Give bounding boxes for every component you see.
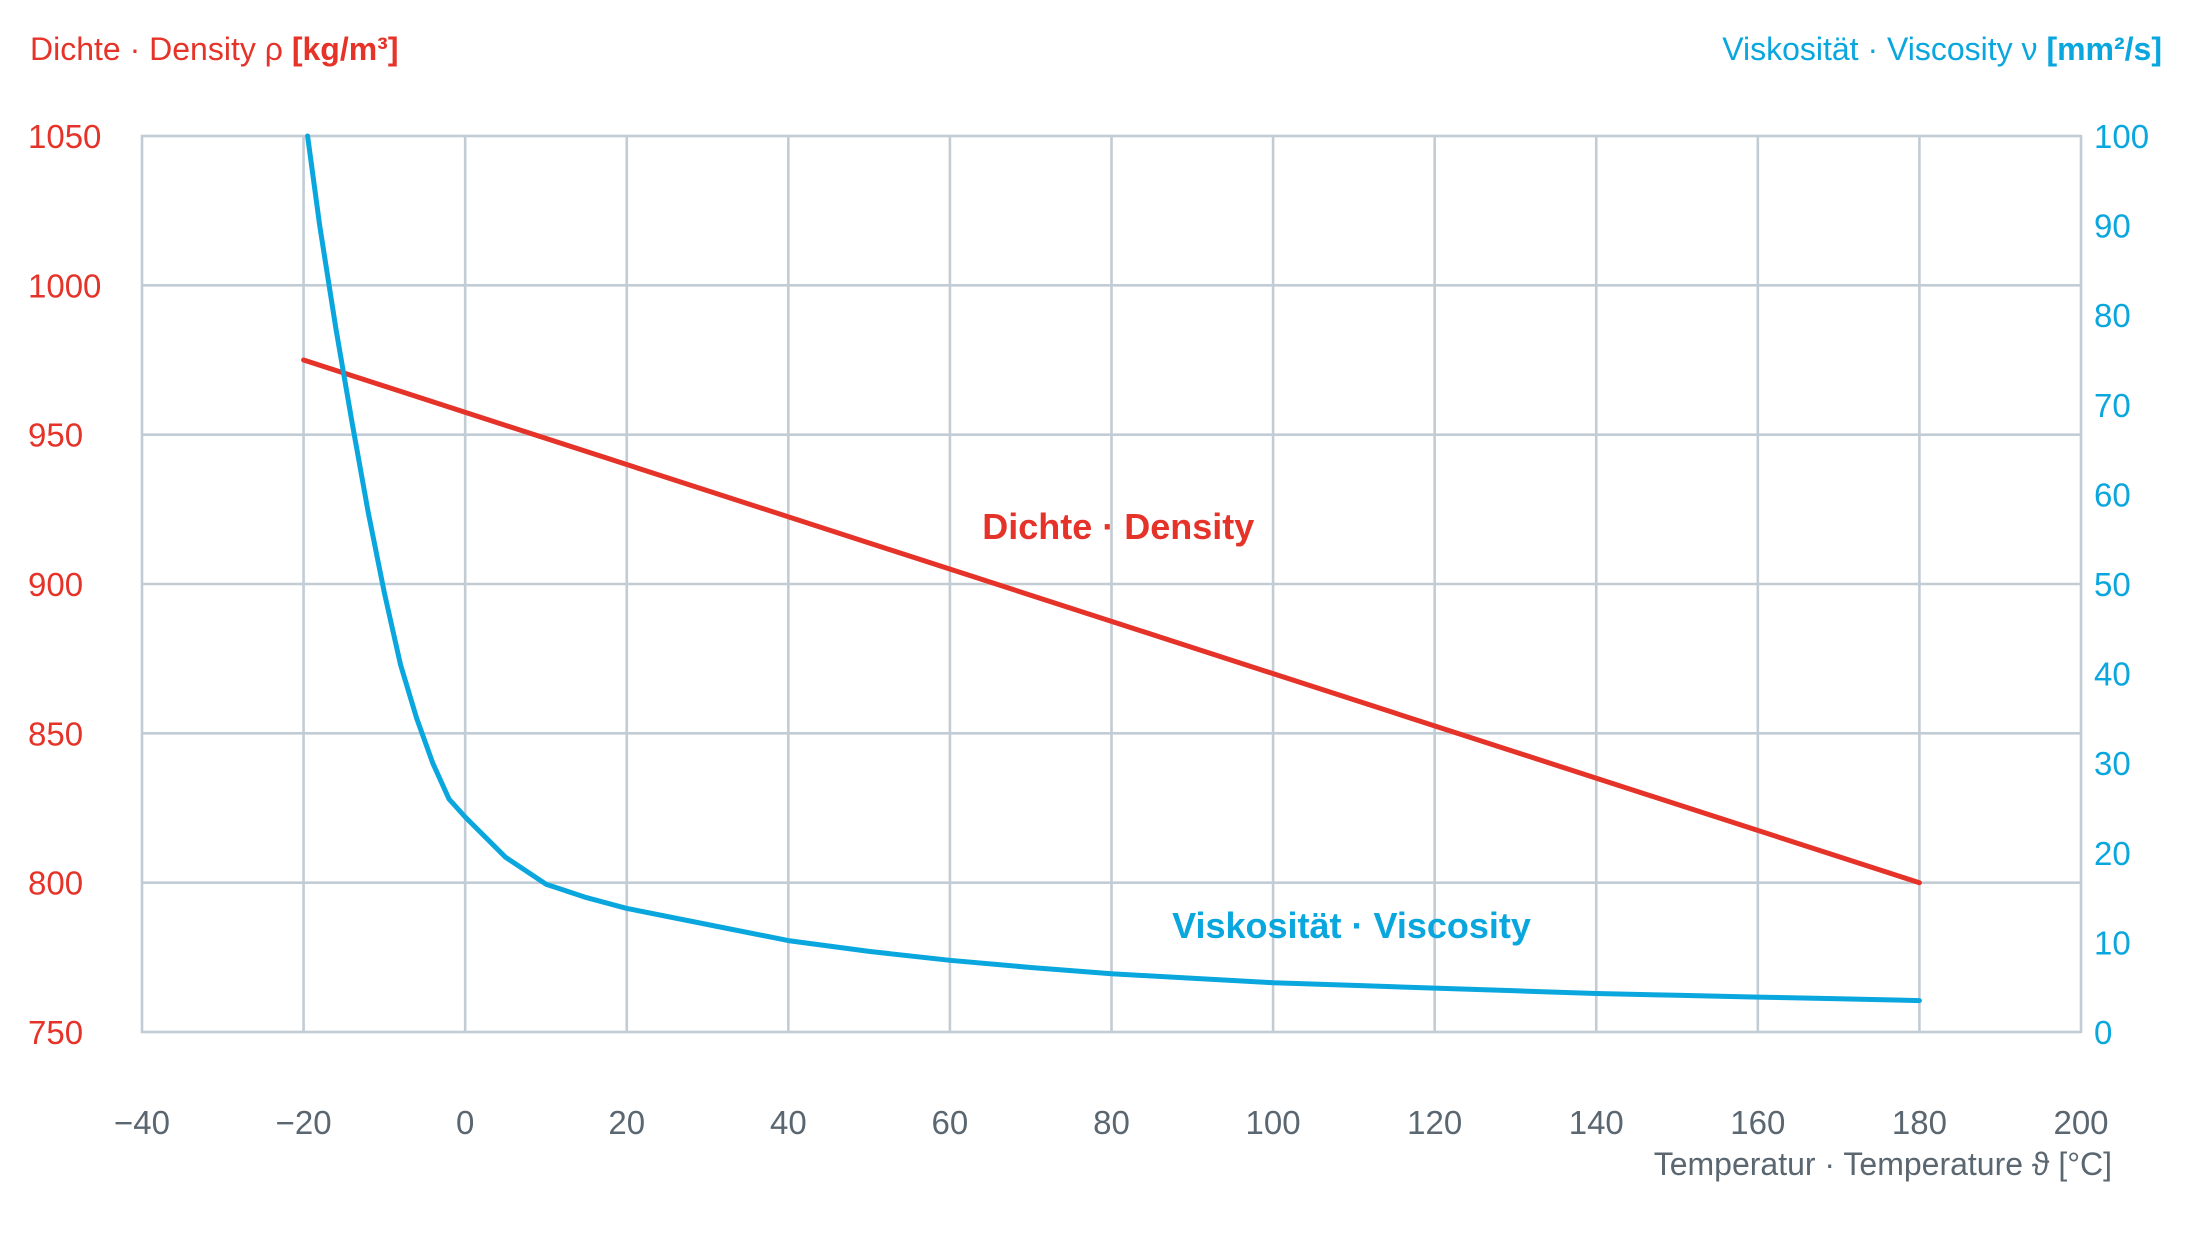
right-tick-label: 90 [2094, 208, 2131, 245]
bottom-tick-label: 200 [2053, 1104, 2108, 1141]
bottom-tick-label: 20 [608, 1104, 645, 1141]
left-axis-title-symbol: ρ [265, 31, 283, 67]
bottom-tick-label: −40 [114, 1104, 170, 1141]
right-tick-label: 40 [2094, 656, 2131, 693]
bottom-tick-label: 160 [1730, 1104, 1785, 1141]
left-tick-label: 1050 [28, 118, 101, 155]
right-tick-label: 80 [2094, 297, 2131, 334]
left-tick-label: 750 [28, 1014, 83, 1051]
right-tick-label: 20 [2094, 835, 2131, 872]
left-axis-title-text: Dichte · Density [30, 31, 265, 67]
bottom-axis-title: Temperatur · Temperature ϑ [°C] [1654, 1146, 2112, 1182]
right-tick-label: 70 [2094, 387, 2131, 424]
bottom-axis-title-text: Temperatur · Temperature [1654, 1146, 2032, 1182]
right-axis-title-text: Viskosität · Viscosity [1722, 31, 2021, 67]
left-axis-title-unit: [kg/m³] [292, 31, 399, 67]
left-tick-label: 900 [28, 566, 83, 603]
bottom-tick-label: 60 [932, 1104, 969, 1141]
left-axis-title: Dichte · Density ρ [kg/m³] [30, 31, 398, 67]
right-tick-label: 30 [2094, 745, 2131, 782]
bottom-tick-label: 80 [1093, 1104, 1130, 1141]
series-labels: Dichte · Density Viskosität · Viscosity [982, 506, 1531, 946]
density-series-label: Dichte · Density [982, 506, 1254, 547]
right-tick-label: 0 [2094, 1014, 2112, 1051]
right-axis-title-symbol: ν [2022, 31, 2038, 67]
right-axis-title-unit: [mm²/s] [2046, 31, 2162, 67]
bottom-tick-label: 40 [770, 1104, 807, 1141]
left-tick-label: 1000 [28, 267, 101, 304]
left-tick-label: 950 [28, 417, 83, 454]
data-series [301, 133, 1922, 1004]
right-tick-label: 100 [2094, 118, 2149, 155]
tick-labels: 7508008509009501000105001020304050607080… [28, 118, 2149, 1141]
bottom-tick-label: 0 [456, 1104, 474, 1141]
bottom-tick-label: 180 [1892, 1104, 1947, 1141]
viscosity-series-label: Viskosität · Viscosity [1172, 905, 1531, 946]
bottom-axis-title-unit: [°C] [2058, 1146, 2112, 1182]
bottom-tick-label: 140 [1569, 1104, 1624, 1141]
right-axis-title: Viskosität · Viscosity ν [mm²/s] [1722, 31, 2162, 67]
right-tick-label: 60 [2094, 476, 2131, 513]
bottom-axis-title-symbol: ϑ [2032, 1146, 2050, 1182]
right-tick-label: 10 [2094, 924, 2131, 961]
grid-lines [140, 134, 2083, 1034]
viscosity-line [305, 133, 1922, 1004]
bottom-tick-label: −20 [276, 1104, 332, 1141]
density-line [301, 357, 1922, 886]
bottom-tick-label: 100 [1246, 1104, 1301, 1141]
left-tick-label: 800 [28, 865, 83, 902]
left-tick-label: 850 [28, 715, 83, 752]
right-tick-label: 50 [2094, 566, 2131, 603]
bottom-tick-label: 120 [1407, 1104, 1462, 1141]
